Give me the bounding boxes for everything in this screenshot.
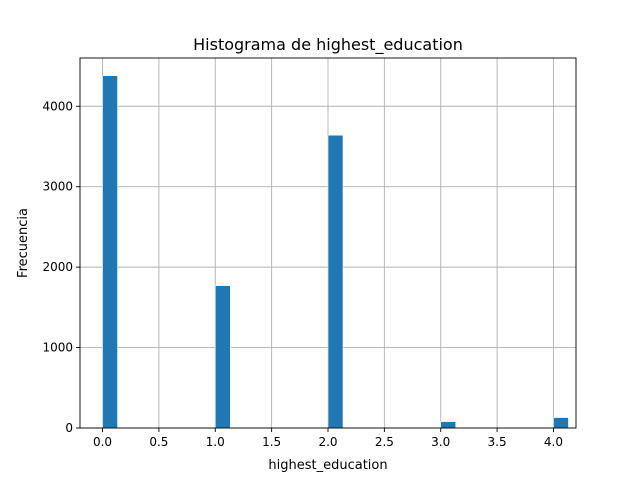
x-tick-label: 0.0 — [93, 435, 112, 449]
y-tick-label: 4000 — [42, 99, 73, 113]
x-tick-label: 3.0 — [431, 435, 450, 449]
x-tick-label: 4.0 — [544, 435, 563, 449]
histogram-bar — [102, 75, 118, 429]
x-axis-label: highest_education — [268, 458, 387, 473]
y-axis-label: Frecuencia — [16, 208, 31, 278]
x-tick-label: 2.5 — [375, 435, 394, 449]
x-tick-label: 0.5 — [149, 435, 168, 449]
y-tick-label: 1000 — [42, 341, 73, 355]
chart-title: Histograma de highest_education — [193, 35, 463, 55]
y-tick-label: 2000 — [42, 260, 73, 274]
ticks: 0.0 0.5 1.0 1.5 2.0 2.5 3.0 3.5 4.0 0 1000 2000 3000… — [42, 99, 563, 449]
histogram-bar — [440, 421, 457, 429]
histogram-bar — [553, 417, 569, 429]
x-tick-label: 1.0 — [206, 435, 225, 449]
x-tick-label: 2.0 — [318, 435, 337, 449]
y-tick-label: 3000 — [42, 180, 73, 194]
histogram-bar — [327, 134, 344, 429]
histogram-bar — [214, 285, 231, 429]
x-tick-label: 1.5 — [262, 435, 281, 449]
bars — [102, 75, 569, 429]
y-tick-label: 0 — [65, 421, 73, 435]
x-tick-label: 3.5 — [488, 435, 507, 449]
